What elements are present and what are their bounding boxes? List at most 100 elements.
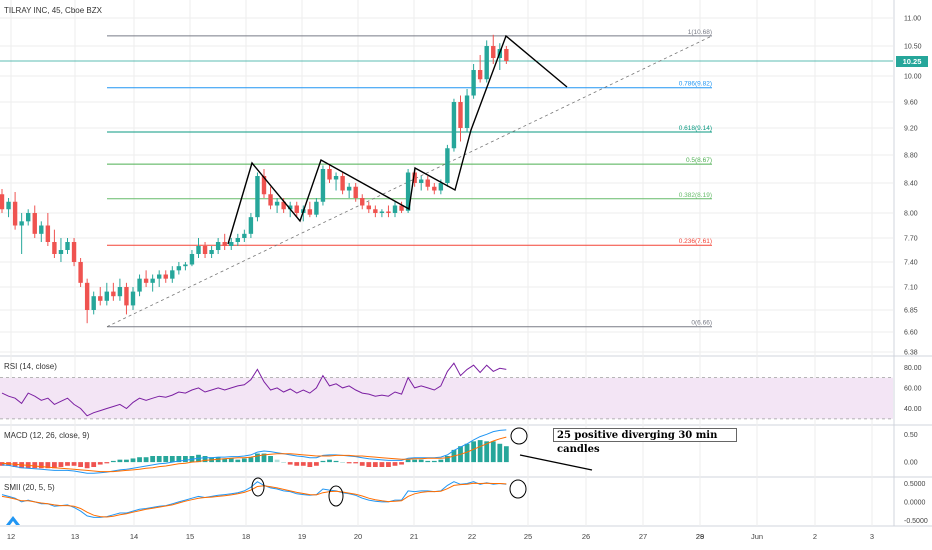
- rsi-tick-label: 40.00: [904, 406, 922, 413]
- candle-body: [464, 95, 470, 128]
- macd-label: MACD (12, 26, close, 9): [4, 431, 90, 440]
- rsi-label: RSI (14, close): [4, 362, 57, 371]
- candle-body: [84, 282, 90, 310]
- macd-histogram-bar: [438, 459, 444, 463]
- macd-histogram-bar: [117, 459, 123, 463]
- candle-body: [471, 70, 476, 96]
- macd-histogram-bar: [52, 462, 57, 469]
- candle-body: [386, 211, 391, 213]
- macd-histogram-bar: [346, 462, 352, 464]
- macd-histogram-bar: [169, 456, 175, 463]
- time-tick-label: 14: [130, 532, 138, 541]
- candle-body: [491, 46, 496, 58]
- macd-histogram-bar: [156, 456, 162, 463]
- candle-body: [425, 179, 430, 187]
- candle-body: [202, 246, 208, 254]
- candle-body: [294, 205, 299, 213]
- time-tick-label: 18: [242, 532, 250, 541]
- candle-body: [412, 172, 417, 183]
- candle-body: [32, 213, 37, 234]
- drawn-circle: [510, 427, 528, 445]
- macd-histogram-bar: [261, 453, 267, 463]
- candle-body: [366, 205, 371, 210]
- macd-histogram-bar: [353, 462, 359, 464]
- macd-histogram-bar: [183, 456, 188, 463]
- macd-histogram-bar: [320, 460, 326, 463]
- macd-histogram-bar: [372, 462, 378, 467]
- candle-body: [235, 238, 240, 242]
- candle-body: [130, 291, 136, 306]
- time-tick-label: 29: [696, 532, 704, 541]
- candle-body: [150, 278, 155, 283]
- macd-histogram-bar: [392, 462, 398, 466]
- time-tick-label: 15: [186, 532, 194, 541]
- price-tick-label: 8.40: [904, 181, 918, 188]
- candle-body: [6, 201, 11, 210]
- time-tick-label: 3: [870, 532, 874, 541]
- drawn-circle: [328, 485, 344, 507]
- candle-body: [242, 233, 247, 238]
- smii-signal-line: [1, 482, 507, 518]
- macd-histogram-bar: [78, 462, 83, 467]
- time-tick-label: 25: [524, 532, 532, 541]
- candle-body: [45, 225, 51, 242]
- macd-histogram-bar: [418, 459, 424, 463]
- macd-tick-label: 0.00: [904, 460, 918, 467]
- macd-histogram-bar: [150, 456, 156, 463]
- candle-body: [98, 296, 103, 301]
- time-tick-label: 19: [298, 532, 306, 541]
- last-price-tag: 10.25: [896, 56, 928, 67]
- macd-histogram-bar: [202, 456, 208, 463]
- drawn-divergence-line: [519, 454, 593, 471]
- macd-histogram-bar: [84, 462, 90, 469]
- candle-body: [405, 172, 411, 211]
- candle-body: [215, 242, 221, 250]
- macd-histogram-bar: [379, 462, 385, 467]
- macd-histogram-bar: [163, 456, 169, 463]
- candle-body: [379, 211, 385, 213]
- candle-body: [419, 179, 424, 183]
- candle-body: [71, 242, 77, 262]
- price-tick-label: 7.10: [904, 285, 918, 292]
- candle-body: [183, 264, 188, 267]
- smii-tick-label: 0.5000: [904, 481, 926, 488]
- candle-body: [346, 186, 352, 191]
- macd-histogram-bar: [241, 458, 247, 463]
- macd-histogram-bar: [45, 462, 51, 469]
- time-tick-label: 2: [813, 532, 817, 541]
- macd-histogram-bar: [327, 459, 332, 463]
- macd-signal-line: [1, 436, 507, 473]
- fib-level-label: 0.382(8.19): [679, 192, 712, 199]
- candle-body: [438, 183, 444, 191]
- annotation-box: 25 positive diverging 30 min candles: [553, 428, 737, 455]
- candle-body: [229, 242, 234, 246]
- candle-body: [163, 274, 168, 279]
- macd-histogram-bar: [228, 458, 234, 463]
- candle-body: [222, 242, 227, 246]
- rsi-tick-label: 80.00: [904, 365, 922, 372]
- candle-body: [111, 291, 116, 297]
- candle-body: [353, 186, 358, 198]
- macd-histogram-bar: [314, 462, 319, 466]
- macd-histogram-bar: [503, 446, 509, 463]
- candle-body: [392, 205, 398, 213]
- price-tick-label: 9.20: [904, 126, 918, 133]
- macd-histogram-bar: [333, 460, 339, 463]
- candle-body: [104, 291, 109, 301]
- candle-body: [314, 201, 319, 215]
- macd-histogram-bar: [340, 462, 345, 463]
- macd-histogram-bar: [97, 462, 103, 465]
- candle-body: [52, 242, 57, 254]
- macd-line: [1, 429, 507, 474]
- tradingview-logo-icon[interactable]: [5, 514, 21, 526]
- time-tick-label: 27: [639, 532, 647, 541]
- macd-histogram-bar: [248, 457, 254, 463]
- candle-body: [0, 194, 5, 210]
- macd-histogram-bar: [268, 456, 273, 463]
- candle-body: [117, 287, 123, 297]
- macd-histogram-bar: [287, 462, 293, 465]
- macd-histogram-bar: [300, 462, 306, 466]
- rsi-band: [0, 377, 893, 419]
- candle-body: [327, 169, 332, 180]
